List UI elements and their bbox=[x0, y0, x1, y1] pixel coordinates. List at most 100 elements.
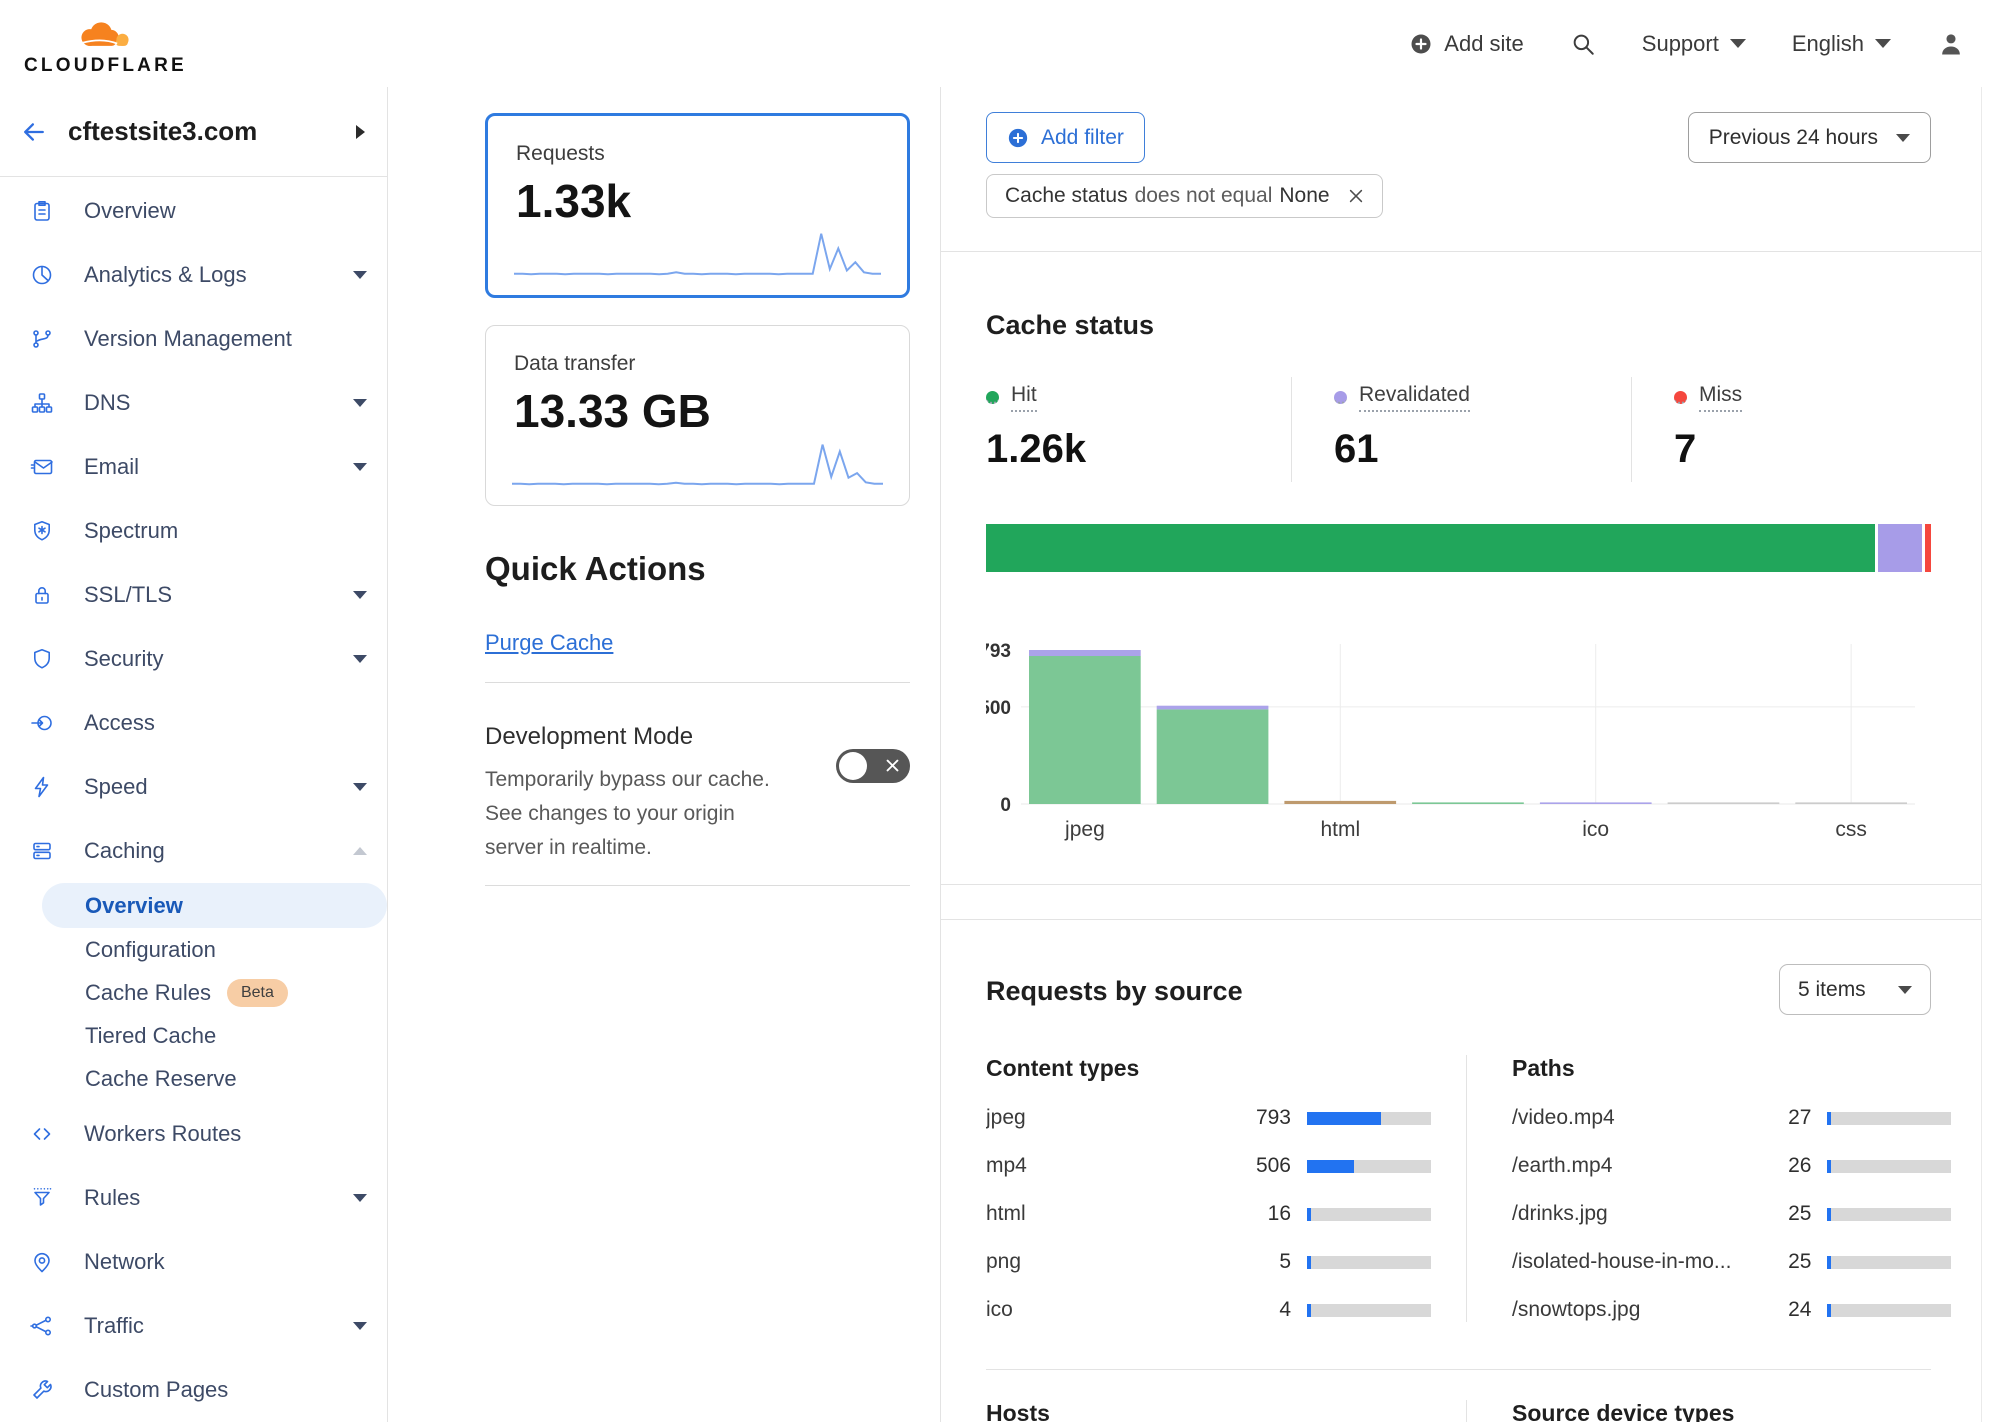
toggle-off-x-icon bbox=[886, 759, 899, 772]
legend-label-miss[interactable]: Miss bbox=[1674, 383, 1743, 412]
add-site-label: Add site bbox=[1444, 30, 1524, 56]
back-arrow-icon[interactable] bbox=[20, 118, 48, 146]
sidebar-item-traffic[interactable]: Traffic bbox=[0, 1294, 387, 1358]
row-bar bbox=[1827, 1255, 1952, 1269]
cache-status-section: Cache status Hit 1.26k Revalidated 61 Mi… bbox=[941, 252, 1981, 885]
row-bar bbox=[1827, 1303, 1952, 1317]
sidebar-subitem-cache-rules[interactable]: Cache Rules Beta bbox=[0, 971, 387, 1014]
chevron-down-icon bbox=[353, 1194, 367, 1202]
chevron-right-icon[interactable] bbox=[356, 124, 365, 139]
sidebar-item-custom-pages[interactable]: Custom Pages bbox=[0, 1358, 387, 1422]
sidebar-item-spectrum[interactable]: Spectrum bbox=[0, 499, 387, 563]
sidebar-item-rules[interactable]: Rules bbox=[0, 1166, 387, 1230]
zone-header[interactable]: cftestsite3.com bbox=[0, 87, 387, 177]
cache-status-legend: Hit 1.26k Revalidated 61 Miss 7 bbox=[986, 377, 1931, 482]
toggle-knob bbox=[839, 752, 867, 780]
chevron-down-icon bbox=[353, 271, 367, 279]
sidebar-subitem-cache-reserve[interactable]: Cache Reserve bbox=[85, 1065, 237, 1091]
brand-wordmark: CLOUDFLARE bbox=[24, 54, 187, 76]
chevron-down-icon bbox=[353, 463, 367, 471]
access-icon bbox=[31, 715, 52, 731]
legend-label-hit[interactable]: Hit bbox=[986, 383, 1037, 412]
support-menu[interactable]: Support bbox=[1642, 31, 1746, 57]
add-site-button[interactable]: Add site bbox=[1409, 31, 1524, 57]
requests-label: Requests bbox=[516, 142, 605, 165]
legend-miss: Miss 7 bbox=[1631, 377, 1931, 482]
row-name: png bbox=[986, 1250, 1022, 1273]
sidebar-item-email[interactable]: Email bbox=[0, 435, 387, 499]
sidebar-item-access[interactable]: Access bbox=[0, 691, 387, 755]
row-value: 16 bbox=[1267, 1202, 1291, 1225]
svg-text:0: 0 bbox=[1000, 795, 1011, 816]
svg-text:html: html bbox=[1320, 818, 1360, 841]
development-mode-toggle[interactable] bbox=[836, 749, 910, 783]
purge-cache-link[interactable]: Purge Cache bbox=[485, 630, 614, 655]
row-name: mp4 bbox=[986, 1154, 1027, 1177]
filter-field: Cache status bbox=[1005, 184, 1128, 207]
sidebar-item-security[interactable]: Security bbox=[0, 627, 387, 691]
row-bar bbox=[1307, 1303, 1431, 1317]
sidebar-subitem-tiered-cache[interactable]: Tiered Cache bbox=[85, 1022, 217, 1048]
row-bar bbox=[1827, 1159, 1952, 1173]
row-name: ico bbox=[986, 1298, 1013, 1321]
sidebar-item-ssl-tls[interactable]: SSL/TLS bbox=[0, 563, 387, 627]
sidebar-subitem-overview[interactable]: Overview bbox=[42, 883, 387, 928]
add-filter-button[interactable]: Add filter bbox=[986, 112, 1145, 163]
sidebar-item-dns[interactable]: DNS bbox=[0, 371, 387, 435]
language-label: English bbox=[1791, 30, 1864, 56]
sidebar-nav: Overview Analytics & Logs Version Manageme… bbox=[0, 177, 387, 1422]
requests-value: 1.33k bbox=[516, 175, 632, 227]
network-icon bbox=[34, 1252, 50, 1273]
requests-metric-card[interactable]: Requests 1.33k bbox=[485, 113, 910, 298]
divider bbox=[485, 682, 910, 683]
ssl-tls-icon bbox=[35, 587, 49, 604]
items-count-selector[interactable]: 5 items bbox=[1779, 964, 1931, 1015]
search-icon[interactable] bbox=[1570, 31, 1596, 57]
plus-circle-icon bbox=[1411, 34, 1431, 53]
panel-hosts: Hosts cftestsite3.com 1.33k bbox=[986, 1400, 1466, 1422]
sidebar-item-overview[interactable]: Overview bbox=[0, 179, 387, 243]
cache-status-bar-chart: 0 500 793 jpeg html ico css bbox=[979, 616, 1931, 849]
remove-filter-icon[interactable] bbox=[1346, 186, 1366, 206]
data-transfer-metric-card[interactable]: Data transfer 13.33 GB bbox=[485, 325, 910, 506]
svg-text:500: 500 bbox=[986, 698, 1011, 719]
stackbar-segment-hit bbox=[986, 524, 1876, 572]
development-mode-section: Development Mode Temporarily bypass our … bbox=[485, 723, 910, 865]
chevron-down-icon bbox=[1875, 39, 1891, 48]
active-filter-chip[interactable]: Cache status does not equal None bbox=[986, 174, 1383, 218]
row-bar bbox=[1307, 1159, 1431, 1173]
cloudflare-logo[interactable]: CLOUDFLARE bbox=[24, 11, 187, 77]
sidebar-item-workers-routes[interactable]: Workers Routes bbox=[0, 1102, 387, 1166]
sidebar-item-version-management[interactable]: Version Management bbox=[0, 307, 387, 371]
cloudflare-cloud-icon bbox=[81, 21, 129, 46]
sidebar-item-speed[interactable]: Speed bbox=[0, 755, 387, 819]
cache-status-stacked-bar bbox=[986, 524, 1931, 572]
top-bar: CLOUDFLARE Add site Support English bbox=[0, 0, 1999, 87]
row-value: 25 bbox=[1788, 1202, 1812, 1225]
chevron-down-icon bbox=[1896, 133, 1910, 142]
sidebar-item-network[interactable]: Network bbox=[0, 1230, 387, 1294]
row-name: /earth.mp4 bbox=[1512, 1154, 1613, 1177]
filter-bar: Add filter Cache status does not equal N… bbox=[941, 87, 1981, 252]
row-value: 5 bbox=[1279, 1250, 1291, 1273]
dns-icon bbox=[31, 393, 53, 413]
row-name: /video.mp4 bbox=[1512, 1106, 1615, 1129]
sidebar-item-analytics-logs[interactable]: Analytics & Logs bbox=[0, 243, 387, 307]
requests-by-source-section: Requests by source 5 items Content types… bbox=[941, 919, 1981, 1422]
caching-icon bbox=[33, 842, 51, 860]
row-name: html bbox=[986, 1202, 1026, 1225]
time-range-selector[interactable]: Previous 24 hours bbox=[1687, 112, 1931, 163]
chevron-down-icon bbox=[353, 655, 367, 663]
language-menu[interactable]: English bbox=[1792, 31, 1891, 57]
table-row: /earth.mp4 26 bbox=[1512, 1154, 1952, 1178]
legend-label-revalidated[interactable]: Revalidated bbox=[1334, 383, 1470, 412]
add-filter-label: Add filter bbox=[1041, 125, 1124, 149]
stackbar-segment-miss bbox=[1925, 524, 1931, 572]
sidebar-item-caching[interactable]: Caching bbox=[0, 819, 387, 883]
sidebar-subitem-configuration[interactable]: Configuration bbox=[85, 936, 216, 962]
row-value: 793 bbox=[1255, 1106, 1291, 1129]
filter-value: None bbox=[1279, 184, 1330, 207]
user-account-icon[interactable] bbox=[1937, 30, 1965, 58]
source-panels-bottom: Hosts cftestsite3.com 1.33k Source devic… bbox=[986, 1370, 1931, 1422]
svg-text:ico: ico bbox=[1582, 818, 1609, 841]
